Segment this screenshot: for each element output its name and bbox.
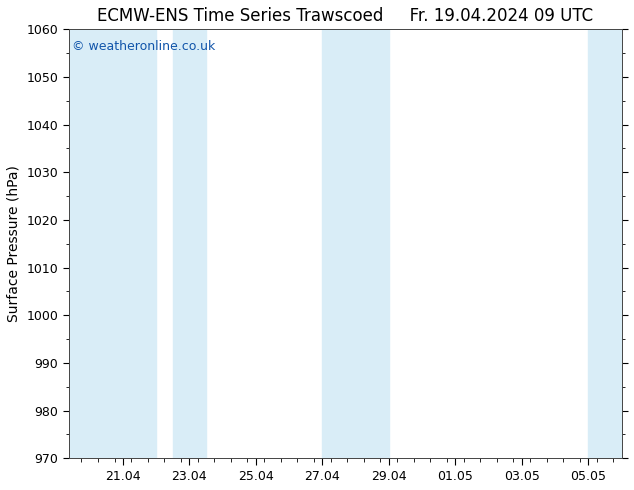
Title: ECMW-ENS Time Series Trawscoed     Fr. 19.04.2024 09 UTC: ECMW-ENS Time Series Trawscoed Fr. 19.04… <box>97 7 593 25</box>
Bar <box>69 29 156 458</box>
Bar <box>172 29 206 458</box>
Text: © weatheronline.co.uk: © weatheronline.co.uk <box>72 40 215 53</box>
Y-axis label: Surface Pressure (hPa): Surface Pressure (hPa) <box>7 165 21 322</box>
Bar <box>588 29 621 458</box>
Bar <box>322 29 389 458</box>
